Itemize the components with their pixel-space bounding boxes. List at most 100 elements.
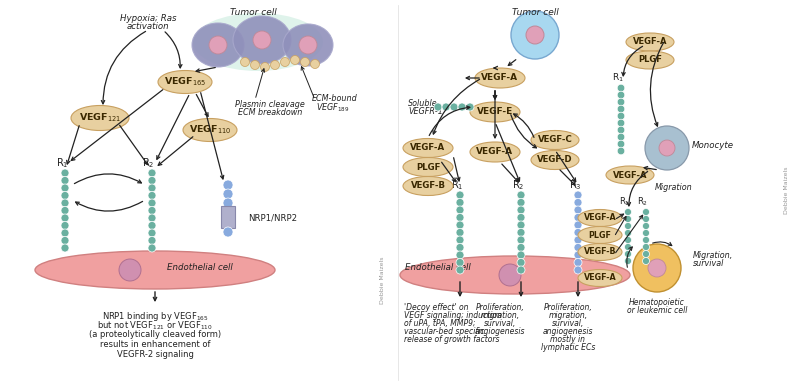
Text: lymphatic ECs: lymphatic ECs (541, 343, 595, 352)
Text: survival: survival (693, 260, 724, 268)
Text: of uPA, tPA, MMP9;: of uPA, tPA, MMP9; (404, 319, 476, 328)
Circle shape (290, 55, 299, 64)
Text: Soluble: Soluble (408, 99, 438, 107)
Circle shape (625, 244, 631, 251)
Circle shape (119, 259, 141, 281)
Circle shape (517, 191, 525, 199)
Circle shape (574, 244, 582, 251)
Circle shape (642, 208, 650, 215)
Text: release of growth factors: release of growth factors (404, 335, 499, 344)
Circle shape (642, 244, 650, 251)
Circle shape (61, 184, 69, 192)
Text: Migration: Migration (655, 184, 693, 192)
Circle shape (642, 229, 650, 237)
Circle shape (574, 191, 582, 199)
Text: Proliferation,: Proliferation, (476, 303, 524, 312)
Text: Proliferation,: Proliferation, (544, 303, 592, 312)
Ellipse shape (578, 227, 622, 244)
Circle shape (574, 266, 582, 274)
Circle shape (61, 177, 69, 185)
Circle shape (442, 103, 450, 111)
Circle shape (618, 84, 625, 92)
Text: migration,: migration, (549, 311, 587, 320)
Circle shape (299, 36, 317, 54)
Text: PLGF: PLGF (589, 230, 611, 239)
Circle shape (618, 105, 625, 113)
Circle shape (310, 59, 319, 69)
Text: VEGF-B: VEGF-B (584, 248, 616, 256)
Circle shape (642, 222, 650, 229)
Circle shape (574, 236, 582, 244)
Text: (a proteolytically cleaved form): (a proteolytically cleaved form) (89, 330, 221, 339)
Circle shape (648, 259, 666, 277)
Circle shape (625, 258, 631, 265)
Circle shape (456, 213, 464, 222)
Text: 'Decoy effect' on: 'Decoy effect' on (404, 303, 469, 312)
Text: R$_2$: R$_2$ (638, 196, 649, 208)
Ellipse shape (626, 51, 674, 69)
Circle shape (517, 206, 525, 214)
Text: angiogenesis: angiogenesis (474, 327, 526, 336)
Ellipse shape (403, 158, 453, 177)
Text: Debbie Maizels: Debbie Maizels (379, 256, 385, 304)
Text: VEGF-A: VEGF-A (633, 38, 667, 47)
Circle shape (618, 112, 625, 120)
Text: VEGF-A: VEGF-A (477, 147, 514, 156)
Circle shape (625, 251, 631, 258)
Ellipse shape (403, 177, 453, 196)
Text: survival,: survival, (552, 319, 584, 328)
Circle shape (574, 206, 582, 214)
Text: Debbie Maizels: Debbie Maizels (783, 166, 789, 214)
Ellipse shape (71, 106, 129, 130)
Circle shape (434, 103, 442, 111)
Circle shape (456, 236, 464, 244)
Circle shape (574, 213, 582, 222)
Circle shape (526, 26, 544, 44)
Circle shape (301, 57, 310, 66)
Circle shape (148, 222, 156, 229)
Ellipse shape (578, 210, 622, 227)
Circle shape (642, 258, 650, 265)
Ellipse shape (470, 142, 520, 162)
Circle shape (517, 236, 525, 244)
Circle shape (270, 61, 279, 69)
Circle shape (517, 251, 525, 259)
Circle shape (642, 237, 650, 244)
Ellipse shape (192, 23, 244, 67)
Ellipse shape (578, 270, 622, 286)
Text: ECM breakdown: ECM breakdown (238, 108, 302, 117)
Circle shape (261, 62, 270, 71)
Circle shape (574, 221, 582, 229)
Text: VEGF-E: VEGF-E (477, 107, 513, 116)
Text: VEGF$_{110}$: VEGF$_{110}$ (189, 124, 231, 136)
Circle shape (517, 244, 525, 251)
Circle shape (625, 237, 631, 244)
Circle shape (148, 244, 156, 252)
Text: Hypoxia; Ras: Hypoxia; Ras (120, 14, 176, 23)
Ellipse shape (158, 71, 212, 94)
Text: R$_1$: R$_1$ (612, 72, 624, 84)
Text: Plasmin cleavage: Plasmin cleavage (235, 100, 305, 109)
Circle shape (456, 199, 464, 206)
Ellipse shape (403, 139, 453, 158)
Text: VEGF-B: VEGF-B (410, 182, 446, 191)
Circle shape (148, 199, 156, 207)
Text: Endothelial cell: Endothelial cell (167, 263, 233, 272)
Circle shape (223, 227, 233, 237)
Ellipse shape (578, 244, 622, 260)
Circle shape (633, 244, 681, 292)
Text: VEGF-A: VEGF-A (584, 274, 616, 282)
Circle shape (456, 266, 464, 274)
Text: R$_2$: R$_2$ (512, 178, 524, 192)
Circle shape (223, 198, 233, 208)
Text: survival,: survival, (484, 319, 516, 328)
Circle shape (625, 229, 631, 237)
Text: mostly in: mostly in (550, 335, 586, 344)
Circle shape (517, 213, 525, 222)
Circle shape (618, 91, 625, 99)
Circle shape (625, 208, 631, 215)
Ellipse shape (400, 256, 630, 294)
Circle shape (148, 169, 156, 177)
Circle shape (148, 237, 156, 244)
FancyBboxPatch shape (221, 206, 235, 228)
